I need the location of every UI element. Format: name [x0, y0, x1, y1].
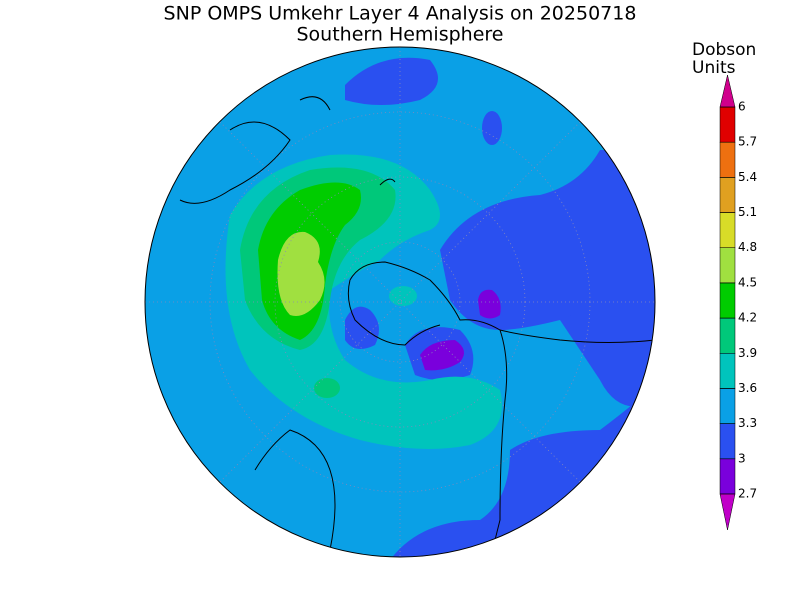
- ozone-peak-region: [277, 231, 325, 316]
- colorbar-under: [719, 493, 736, 531]
- colorbar-label: 6: [738, 100, 746, 114]
- map-border: [144, 46, 656, 558]
- title: SNP OMPS Umkehr Layer 4 Analysis on 2025…: [164, 3, 637, 25]
- colorbar-segment: [719, 282, 736, 319]
- colorbar-label: 3.3: [738, 416, 757, 430]
- colorbar-label: 4.8: [738, 240, 757, 254]
- colorbar-segment: [719, 177, 736, 213]
- colorbar-label: 5.7: [738, 135, 757, 149]
- ozone-min-regions: [420, 289, 501, 371]
- colorbar-label: 3.6: [738, 381, 757, 395]
- colorbar-label: 4.5: [738, 275, 757, 289]
- legend-title: Units: [692, 58, 736, 78]
- coastlines: [179, 96, 655, 557]
- legend-title: Dobson: [692, 40, 756, 60]
- colorbar-segment: [719, 353, 736, 389]
- subtitle: Southern Hemisphere: [296, 24, 503, 46]
- colorbar-label: 5.1: [738, 205, 757, 219]
- colorbar-segment: [719, 423, 736, 460]
- colorbar-segment: [719, 247, 736, 284]
- colorbar-label: 4.2: [738, 311, 757, 325]
- colorbar-segment: [719, 317, 736, 354]
- colorbar-segment: [719, 388, 736, 424]
- colorbar-label: 3.9: [738, 346, 757, 360]
- colorbar-over: [719, 74, 736, 108]
- colorbar-segment: [719, 141, 736, 178]
- colorbar-label: 2.7: [738, 487, 757, 501]
- colorbar-segment: [719, 458, 736, 495]
- colorbar-segment: [719, 212, 736, 248]
- colorbar: 2.7 3 3.3 3.6 3.9 4.2 4.5 4.8 5.1 5.4 5.7 6: [719, 74, 757, 531]
- graticule: [145, 47, 655, 557]
- colorbar-label: 3: [738, 451, 746, 465]
- map: [145, 47, 655, 557]
- colorbar-segment: [719, 106, 736, 143]
- colorbar-label: 5.4: [738, 170, 757, 184]
